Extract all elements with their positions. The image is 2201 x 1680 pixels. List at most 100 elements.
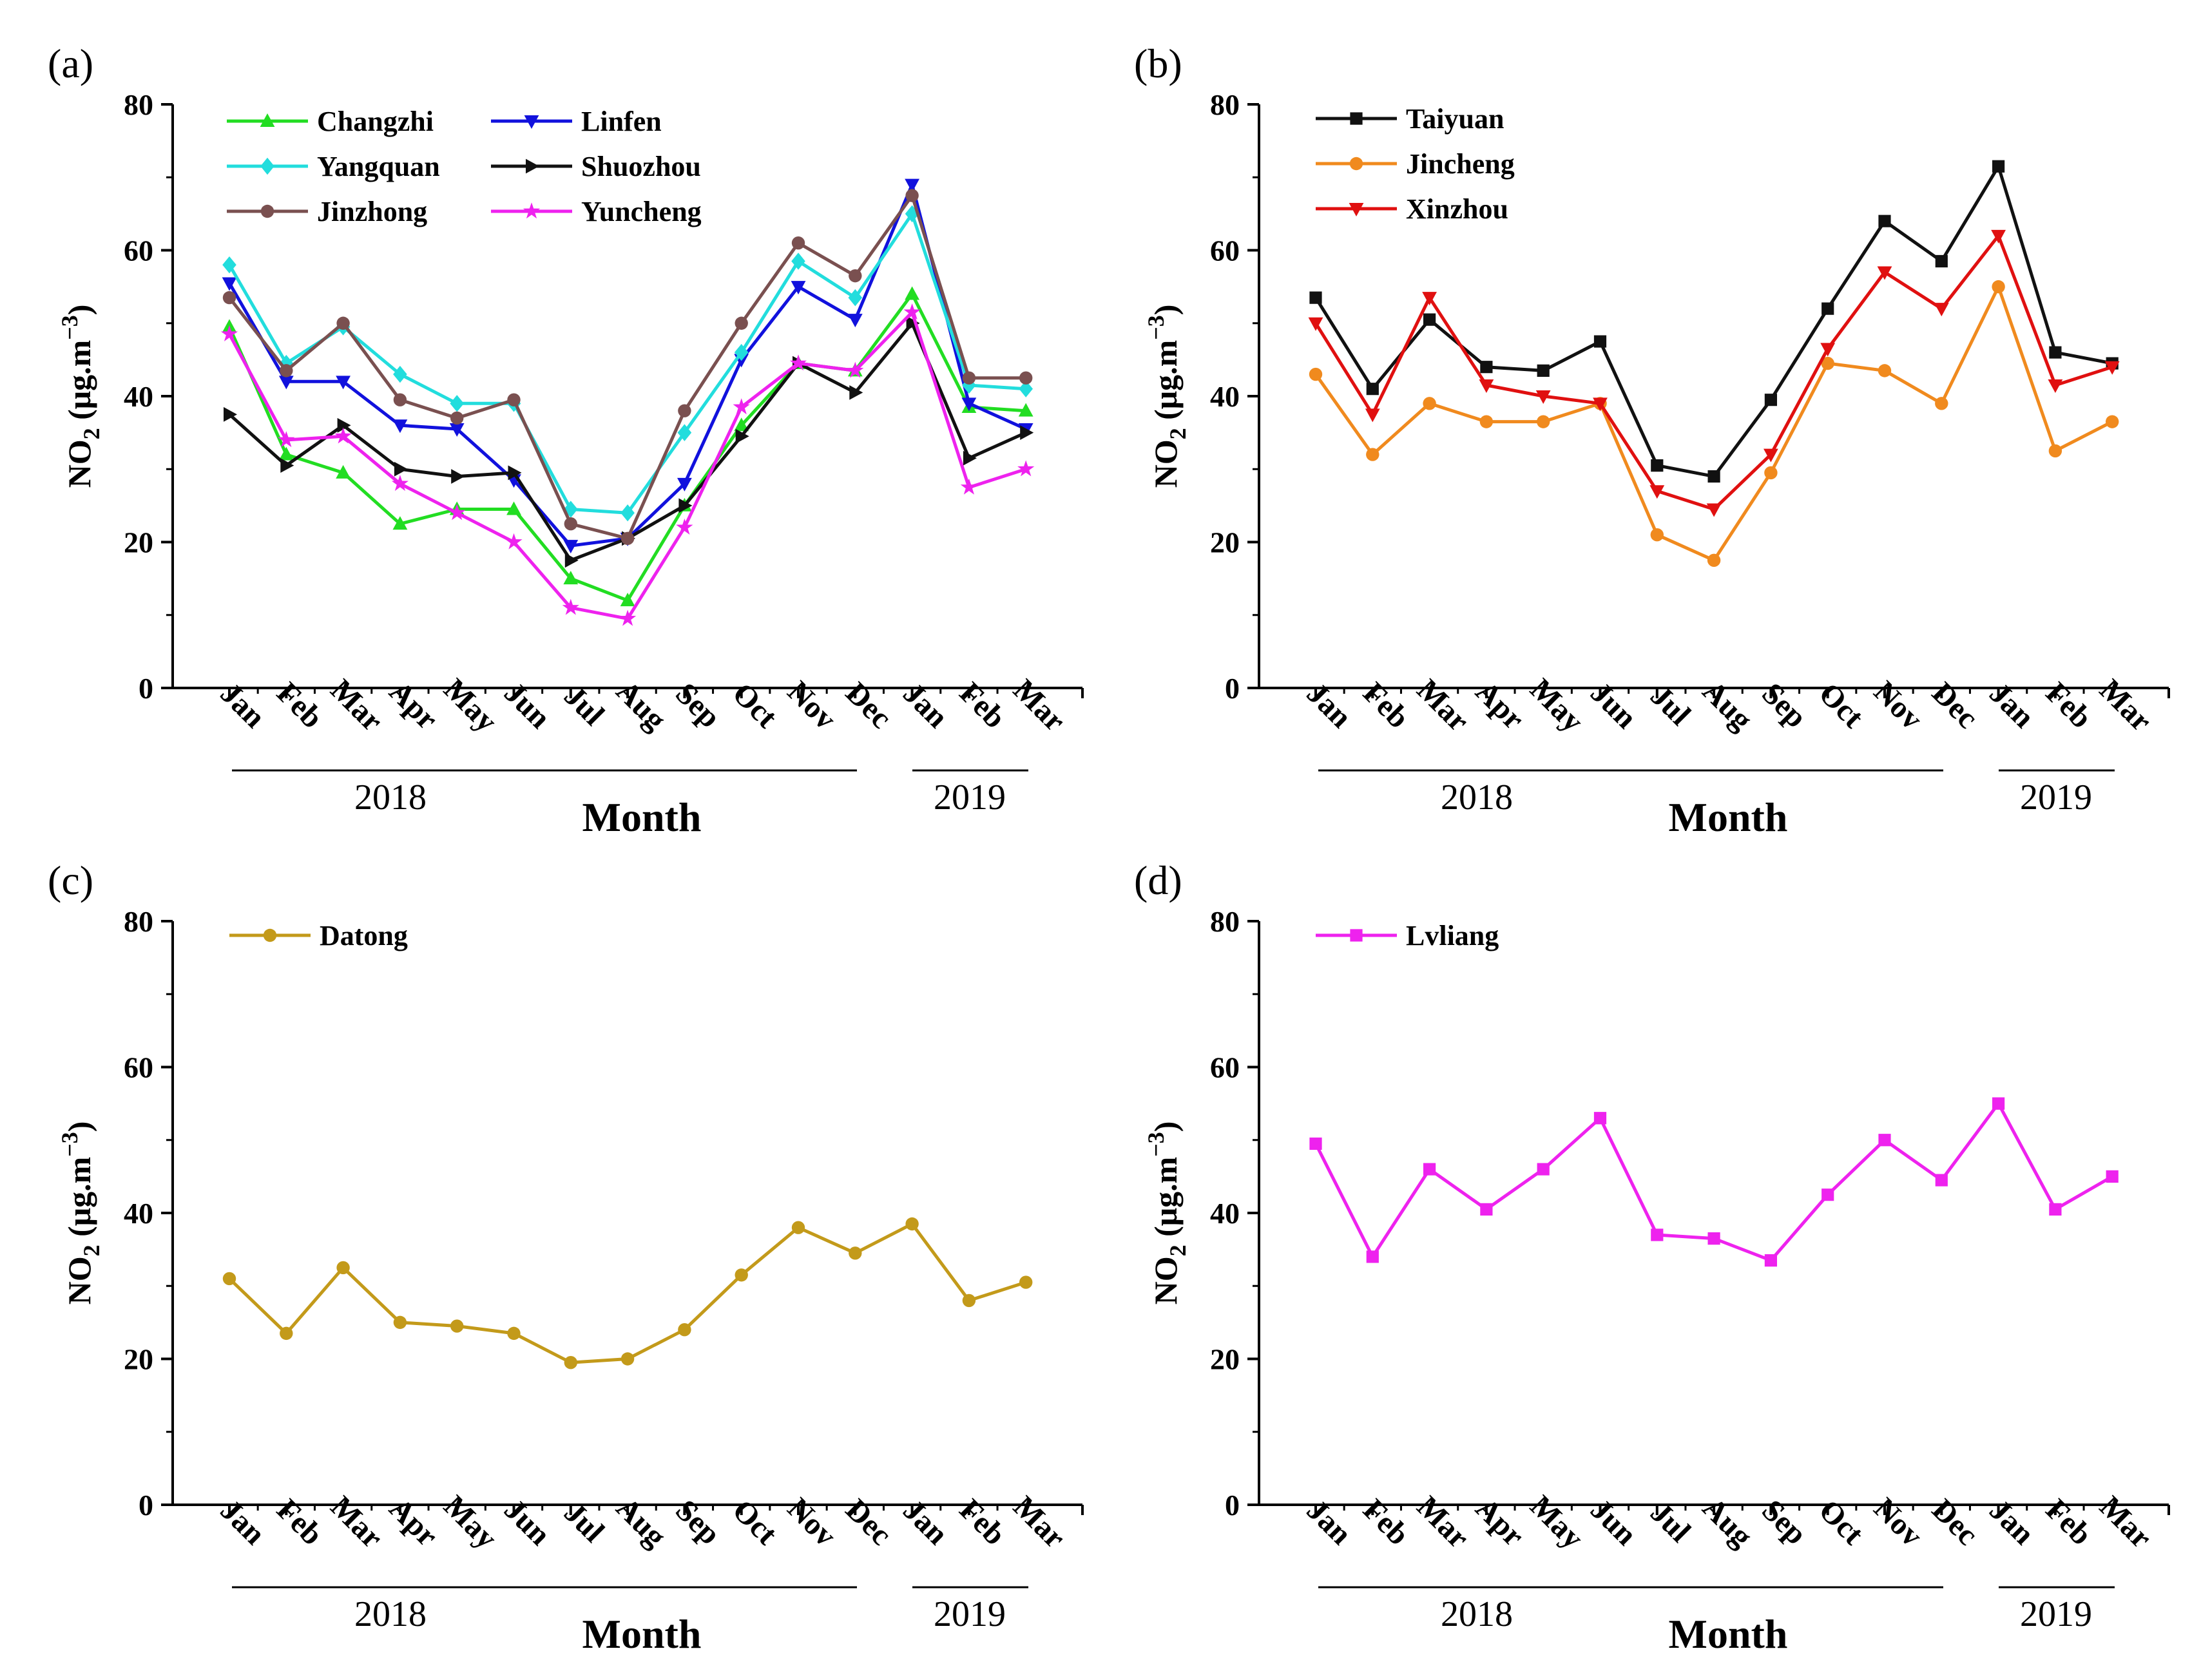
data-point [906,316,920,331]
y-axis-title-part: ) [1148,1122,1184,1132]
data-point [450,1319,464,1333]
data-point [676,519,693,535]
x-tick-label: Nov [1867,674,1929,736]
legend-label: Changzhi [317,106,434,137]
data-point [1309,291,1322,304]
year-label-2018: 2018 [1441,1594,1513,1634]
x-tick-label: Apr [383,674,445,736]
data-point [1423,313,1436,326]
x-tick-label: Aug [610,1491,673,1554]
data-point [962,371,976,385]
data-point [734,343,749,361]
data-point [905,286,919,300]
legend-label: Xinzhou [1406,193,1508,225]
data-point [505,533,523,549]
data-point [2048,444,2062,458]
series-line [227,292,1026,602]
data-point [450,411,464,425]
legend-label: Yuncheng [581,196,702,227]
y-tick-label: 20 [124,1343,153,1376]
data-point [1309,1137,1322,1150]
x-tick-label: Jan [1983,1493,2041,1551]
y-axis-title-part: NO [1148,1256,1184,1304]
data-point [394,461,408,477]
data-point [1935,254,1948,268]
data-point [222,291,236,305]
y-tick-label: 0 [139,672,153,705]
x-tick-label: Dec [1925,676,1985,735]
data-point [280,364,293,377]
data-point [2049,1203,2062,1216]
data-point [1480,1203,1493,1216]
data-point [678,404,691,417]
x-axis-title: Month [1669,1611,1788,1657]
data-point [1422,292,1437,306]
legend: Taiyuan Jincheng Xinzhou [1316,103,1515,225]
y-tick-label: 0 [1225,672,1240,705]
data-point [1018,403,1033,417]
data-point [1878,215,1891,227]
x-tick-label: Feb [953,1493,1012,1552]
x-tick-label: Jan [896,1493,954,1551]
series-linfen [222,178,1033,554]
y-axis-title: NO2 (μg.m−3) [1143,305,1191,488]
legend-swatch-marker [1349,203,1364,216]
y-tick-label: 60 [124,1051,153,1084]
data-point [677,477,692,492]
series-line [227,183,1027,548]
data-point [224,406,237,422]
x-tick-label: Aug [610,674,673,737]
data-point [735,1268,748,1282]
year-label-2018: 2018 [354,1594,427,1634]
data-point [1019,1275,1033,1289]
data-point [336,316,350,330]
x-tick-label: May [1523,672,1590,738]
x-tick-label: Jun [497,1493,557,1552]
series-line [228,194,1026,540]
data-point [1423,397,1436,410]
data-point [448,504,466,520]
y-tick-label: 40 [124,1197,153,1230]
legend-label: Datong [320,920,408,951]
panel-label: (b) [1134,41,1182,86]
y-axis-title-part: 2 [1165,1245,1191,1256]
x-tick-label: Jan [214,1493,272,1551]
data-point [1366,1250,1379,1263]
data-point [847,361,864,378]
x-tick-label: Feb [1356,676,1416,735]
y-axis-title: NO2 (μg.m−3) [57,1122,104,1305]
series-line [1314,285,2113,562]
data-point [789,354,807,371]
data-point [562,598,579,615]
y-tick-label: 20 [124,526,153,559]
data-point [905,189,919,202]
data-point [507,393,521,406]
data-point [278,431,295,448]
data-point [1480,361,1493,374]
series-line [228,1222,1026,1364]
data-point [392,516,408,530]
data-point [735,316,748,330]
data-point [1820,343,1836,357]
legend: Datong [229,920,408,951]
y-axis-title-part: −3 [1143,1132,1169,1157]
series-line [227,212,1026,515]
data-point [220,325,238,341]
x-tick-label: Mar [1410,673,1476,738]
x-tick-label: Jun [497,676,557,735]
data-point [1650,528,1664,542]
data-point [2106,1170,2119,1183]
legend-swatch-marker [523,202,541,219]
data-point [1935,397,1948,410]
y-axis-title-part: NO [61,439,97,488]
y-axis-title-part: −3 [57,1132,82,1157]
x-tick-label: Mar [1006,1489,1072,1555]
data-point [1764,466,1778,480]
x-tick-label: Apr [1469,674,1531,736]
data-point [1706,503,1722,517]
data-point [1537,415,1550,428]
data-point [337,417,351,433]
